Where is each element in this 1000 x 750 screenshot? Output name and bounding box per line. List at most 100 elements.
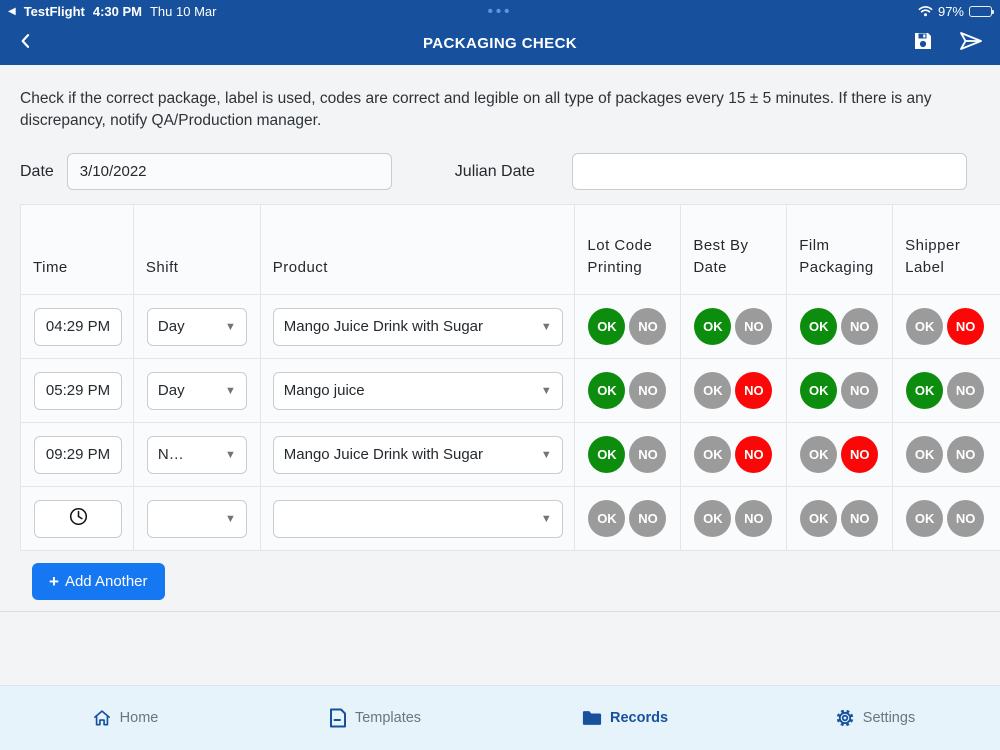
no-button[interactable]: NO (629, 308, 666, 345)
shift-select[interactable]: N… ▼ (147, 436, 247, 474)
no-button[interactable]: NO (735, 372, 772, 409)
time-input[interactable] (34, 500, 122, 538)
ok-button[interactable]: OK (906, 436, 943, 473)
ok-button[interactable]: OK (694, 308, 731, 345)
product-select[interactable]: Mango Juice Drink with Sugar▼ (273, 308, 563, 346)
product-select[interactable]: ▼ (273, 500, 563, 538)
chevron-down-icon: ▼ (225, 513, 236, 525)
date-input[interactable]: 3/10/2022 (67, 153, 392, 190)
no-button[interactable]: NO (735, 436, 772, 473)
no-button[interactable]: NO (947, 308, 984, 345)
time-value: 05:29 PM (46, 382, 110, 399)
shipper-toggle: OKNO (906, 500, 984, 537)
header-lot-code: Lot Code Printing (575, 205, 681, 294)
shift-select[interactable]: Day ▼ (147, 372, 247, 410)
no-button[interactable]: NO (947, 372, 984, 409)
tab-templates[interactable]: Templates (250, 686, 500, 750)
chevron-down-icon: ▼ (225, 385, 236, 397)
chevron-down-icon: ▼ (225, 449, 236, 461)
date-value: 3/10/2022 (80, 163, 147, 180)
no-button[interactable]: NO (841, 500, 878, 537)
table-header-row: Time Shift Product Lot Code Printing Bes… (21, 205, 1000, 295)
no-button[interactable]: NO (735, 500, 772, 537)
save-button[interactable] (910, 31, 936, 57)
add-another-label: Add Another (65, 573, 148, 590)
bottom-tab-bar: Home Templates Records Settings (0, 685, 1000, 750)
chevron-left-icon (16, 31, 36, 56)
ok-button[interactable]: OK (588, 436, 625, 473)
best-by-toggle: OKNO (694, 372, 772, 409)
chevron-down-icon: ▼ (541, 449, 552, 461)
nav-actions (910, 31, 984, 57)
no-button[interactable]: NO (947, 436, 984, 473)
no-button[interactable]: NO (841, 308, 878, 345)
tab-label: Settings (863, 710, 915, 726)
ok-button[interactable]: OK (800, 436, 837, 473)
no-button[interactable]: NO (947, 500, 984, 537)
best-by-toggle: OKNO (694, 308, 772, 345)
send-button[interactable] (958, 31, 984, 57)
nav-bar: PACKAGING CHECK (0, 22, 1000, 65)
time-value: 09:29 PM (46, 446, 110, 463)
battery-icon (969, 6, 992, 17)
time-input[interactable]: 09:29 PM (34, 436, 122, 474)
ok-button[interactable]: OK (694, 500, 731, 537)
no-button[interactable]: NO (629, 372, 666, 409)
header-product: Product (261, 205, 576, 294)
julian-date-label: Julian Date (455, 163, 535, 181)
ok-button[interactable]: OK (800, 372, 837, 409)
ok-button[interactable]: OK (800, 308, 837, 345)
no-button[interactable]: NO (735, 308, 772, 345)
product-select[interactable]: Mango Juice Drink with Sugar▼ (273, 436, 563, 474)
time-value: 04:29 PM (46, 318, 110, 335)
header-film: Film Packaging (787, 205, 893, 294)
ok-button[interactable]: OK (694, 372, 731, 409)
back-button[interactable] (16, 29, 46, 59)
shift-select[interactable]: Day▼ (147, 308, 247, 346)
page-title: PACKAGING CHECK (0, 35, 1000, 52)
ok-button[interactable]: OK (906, 372, 943, 409)
templates-icon (329, 708, 347, 728)
ok-button[interactable]: OK (800, 500, 837, 537)
ok-button[interactable]: OK (906, 500, 943, 537)
no-button[interactable]: NO (629, 436, 666, 473)
plus-icon: + (49, 573, 59, 590)
no-button[interactable]: NO (841, 436, 878, 473)
ok-button[interactable]: OK (588, 500, 625, 537)
shift-value: Day (158, 382, 185, 399)
julian-date-input[interactable] (572, 153, 967, 190)
shift-value: N… (158, 446, 184, 463)
film-toggle: OKNO (800, 372, 878, 409)
ok-button[interactable]: OK (694, 436, 731, 473)
tab-label: Records (610, 710, 668, 726)
ok-button[interactable]: OK (906, 308, 943, 345)
best-by-toggle: OKNO (694, 500, 772, 537)
no-button[interactable]: NO (841, 372, 878, 409)
tab-records[interactable]: Records (500, 686, 750, 750)
lot-code-toggle: OKNO (588, 436, 666, 473)
film-toggle: OKNO (800, 436, 878, 473)
tab-label: Home (120, 710, 159, 726)
tab-settings[interactable]: Settings (750, 686, 1000, 750)
table-row: ▼ ▼ OKNO OKNO OKNO OKNO (21, 487, 1000, 550)
lot-code-toggle: OKNO (588, 308, 666, 345)
page-dots-indicator: ••• (0, 3, 1000, 20)
ok-button[interactable]: OK (588, 308, 625, 345)
header-best-by: Best By Date (681, 205, 787, 294)
header-time: Time (21, 205, 134, 294)
time-input[interactable]: 05:29 PM (34, 372, 122, 410)
date-label: Date (20, 163, 54, 181)
table-row: 09:29 PM N… ▼ Mango Juice Drink with Suga… (21, 423, 1000, 487)
chevron-down-icon: ▼ (541, 513, 552, 525)
ok-button[interactable]: OK (588, 372, 625, 409)
time-input[interactable]: 04:29 PM (34, 308, 122, 346)
shift-select[interactable]: ▼ (147, 500, 247, 538)
records-icon (582, 709, 602, 727)
lot-code-toggle: OKNO (588, 372, 666, 409)
product-select[interactable]: Mango juice▼ (273, 372, 563, 410)
no-button[interactable]: NO (629, 500, 666, 537)
date-fields-row: Date 3/10/2022 Julian Date (20, 153, 980, 190)
send-icon (959, 31, 983, 56)
add-another-button[interactable]: + Add Another (32, 563, 165, 600)
tab-home[interactable]: Home (0, 686, 250, 750)
